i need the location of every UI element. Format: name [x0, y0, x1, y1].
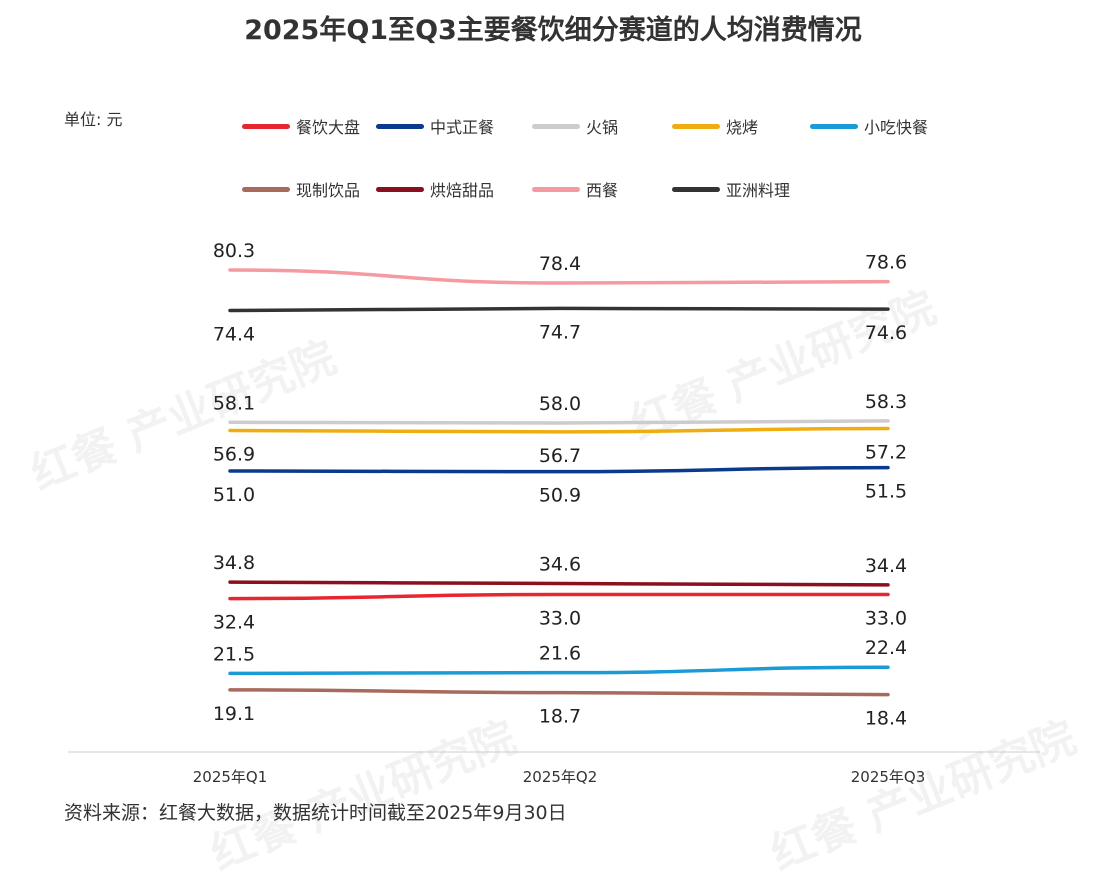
data-label: 57.2 — [865, 441, 907, 463]
legend-label: 中式正餐 — [430, 118, 495, 137]
legend-label: 西餐 — [586, 181, 619, 200]
data-label: 74.4 — [213, 323, 255, 345]
legend-item: 中式正餐 — [376, 114, 494, 138]
series-line — [228, 665, 890, 676]
legend-item: 烘焙甜品 — [376, 177, 494, 201]
series-line — [228, 580, 890, 587]
data-label: 74.6 — [865, 322, 907, 344]
data-label: 21.6 — [539, 643, 581, 665]
data-label: 22.4 — [865, 637, 907, 659]
data-label: 18.4 — [865, 708, 907, 730]
legend-label: 餐饮大盘 — [296, 118, 361, 137]
data-label: 19.1 — [213, 703, 255, 725]
x-tick-label: 2025年Q1 — [193, 768, 268, 786]
data-label: 80.3 — [213, 240, 255, 262]
legend-swatch — [376, 123, 424, 129]
legend-swatch — [532, 123, 580, 129]
data-label: 56.7 — [539, 445, 581, 467]
legend-swatch — [532, 186, 580, 192]
data-label: 58.1 — [213, 392, 255, 414]
series-line — [228, 465, 890, 474]
legend-swatch — [242, 186, 290, 192]
x-tick-label: 2025年Q2 — [523, 768, 598, 786]
legend-item: 亚洲料理 — [672, 177, 790, 201]
x-tick-label: 2025年Q3 — [851, 768, 926, 786]
legend-item: 现制饮品 — [242, 177, 360, 201]
legend-label: 烘焙甜品 — [430, 181, 495, 200]
data-label: 58.3 — [865, 391, 907, 413]
legend-label: 亚洲料理 — [726, 181, 791, 200]
data-label: 34.4 — [865, 555, 907, 577]
legend-swatch — [242, 123, 290, 129]
legend-swatch — [672, 123, 720, 129]
series-line — [228, 688, 890, 697]
data-label: 34.8 — [213, 552, 255, 574]
legend-label: 烧烤 — [726, 118, 759, 137]
legend-label: 现制饮品 — [296, 181, 361, 200]
data-label: 78.6 — [865, 252, 907, 274]
data-label: 56.9 — [213, 444, 255, 466]
legend-swatch — [376, 186, 424, 192]
data-label: 18.7 — [539, 706, 581, 728]
legend-swatch — [672, 186, 720, 192]
data-label: 51.5 — [865, 481, 907, 503]
unit-label: 单位: 元 — [64, 110, 123, 129]
chart-title: 2025年Q1至Q3主要餐饮细分赛道的人均消费情况 — [244, 15, 862, 46]
legend-item: 西餐 — [532, 177, 618, 201]
legend-item: 火锅 — [532, 114, 618, 138]
data-label: 33.0 — [865, 607, 907, 629]
legend-label: 小吃快餐 — [864, 118, 929, 137]
series-line — [228, 419, 890, 425]
legend-label: 火锅 — [586, 118, 619, 137]
data-label: 32.4 — [213, 612, 255, 634]
series-line — [228, 306, 890, 313]
data-label: 78.4 — [539, 253, 581, 275]
data-label: 58.0 — [539, 393, 581, 415]
series-line — [228, 426, 890, 434]
legend-item: 餐饮大盘 — [242, 114, 360, 138]
data-label: 33.0 — [539, 607, 581, 629]
series-line — [228, 592, 890, 601]
legend-item: 烧烤 — [672, 114, 758, 138]
data-label: 50.9 — [539, 485, 581, 507]
data-label: 74.7 — [539, 321, 581, 343]
data-label: 21.5 — [213, 643, 255, 665]
data-label: 51.0 — [213, 484, 255, 506]
data-label: 34.6 — [539, 554, 581, 576]
legend-item: 小吃快餐 — [810, 114, 928, 138]
series-line — [228, 268, 890, 285]
source-note: 资料来源：红餐大数据，数据统计时间截至2025年9月30日 — [64, 802, 567, 824]
legend-swatch — [810, 123, 858, 129]
line-chart: 2025年Q1 2025年Q2 2025年Q3 32.4 33.0 33.0 51.0 50.… — [68, 240, 1040, 786]
